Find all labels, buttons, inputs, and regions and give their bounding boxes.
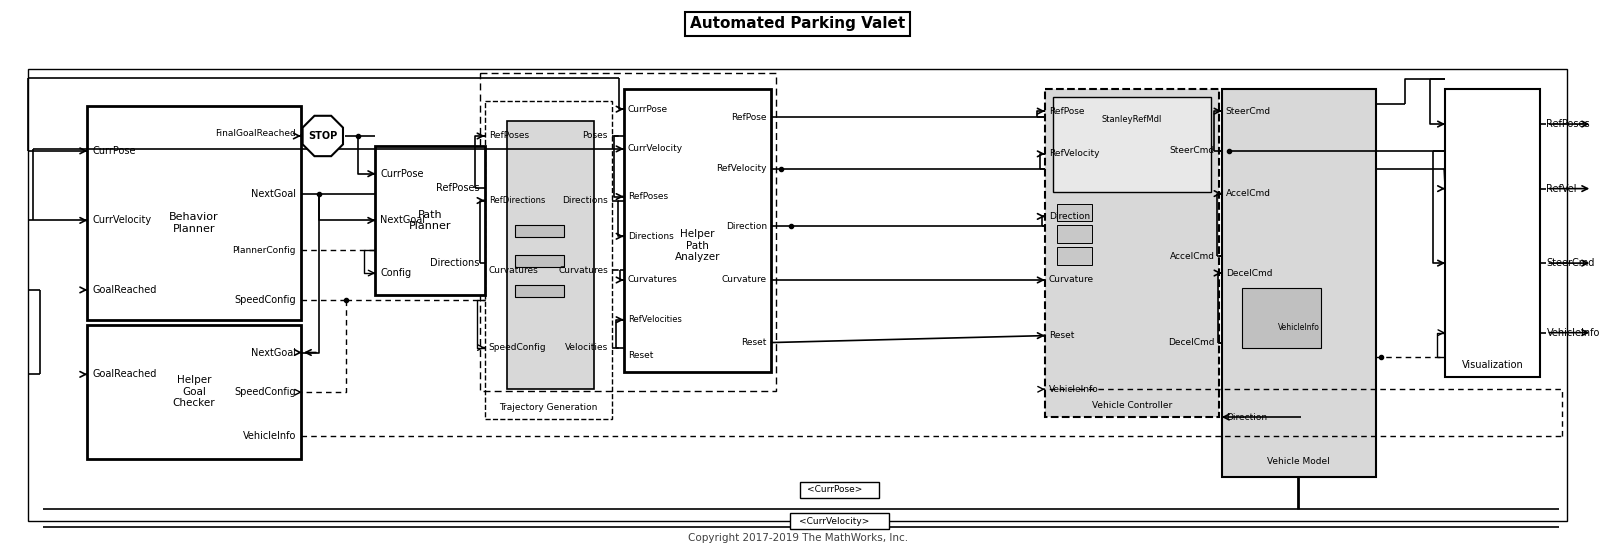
Bar — [485, 101, 612, 419]
Text: SpeedConfig: SpeedConfig — [235, 387, 296, 397]
Bar — [27, 69, 1567, 521]
Text: RefVelocity: RefVelocity — [1049, 150, 1099, 158]
Text: SteerCmd: SteerCmd — [1546, 258, 1594, 268]
Text: Vehicle Model: Vehicle Model — [1268, 457, 1331, 466]
Bar — [514, 255, 564, 267]
Text: RefPoses: RefPoses — [435, 182, 480, 193]
Text: Poses: Poses — [582, 132, 607, 141]
Text: CurrVelocity: CurrVelocity — [628, 145, 683, 153]
Text: Curvatures: Curvatures — [558, 266, 607, 275]
Text: RefVelocities: RefVelocities — [628, 315, 681, 324]
Text: VehicleInfo: VehicleInfo — [1278, 323, 1319, 332]
Text: Direction: Direction — [1049, 212, 1090, 221]
Text: GoalReached: GoalReached — [92, 285, 157, 295]
Text: Config: Config — [381, 268, 411, 278]
Bar — [376, 146, 485, 295]
Bar — [514, 225, 564, 237]
Text: STOP: STOP — [309, 131, 337, 141]
Text: Curvature: Curvature — [1049, 276, 1094, 285]
Text: StanleyRefMdl: StanleyRefMdl — [1102, 114, 1162, 123]
Bar — [624, 89, 771, 372]
Bar — [514, 285, 564, 297]
Text: SpeedConfig: SpeedConfig — [235, 295, 296, 305]
Text: SpeedConfig: SpeedConfig — [489, 343, 546, 352]
Text: Path
Planner: Path Planner — [408, 210, 452, 231]
Text: Curvatures: Curvatures — [489, 266, 538, 275]
Text: <CurrVelocity>: <CurrVelocity> — [799, 517, 869, 526]
Bar — [87, 106, 301, 320]
Bar — [87, 325, 301, 459]
Text: Curvatures: Curvatures — [628, 276, 678, 285]
Text: AccelCmd: AccelCmd — [1170, 252, 1215, 261]
Text: Behavior
Planner: Behavior Planner — [169, 212, 219, 234]
Text: RefDirections: RefDirections — [489, 196, 545, 205]
Text: RefVel: RefVel — [1546, 184, 1576, 194]
Text: VehicleInfo: VehicleInfo — [243, 431, 296, 441]
Bar — [1053, 97, 1210, 191]
Text: SteerCmd: SteerCmd — [1170, 146, 1215, 155]
Bar — [1057, 225, 1091, 243]
Text: AccelCmd: AccelCmd — [1226, 189, 1271, 198]
Text: Directions: Directions — [562, 196, 607, 205]
Bar — [800, 482, 879, 498]
Text: SteerCmd: SteerCmd — [1226, 107, 1271, 116]
Text: Directions: Directions — [431, 258, 480, 268]
Text: NextGoal: NextGoal — [381, 215, 426, 225]
Text: Trajectory Generation: Trajectory Generation — [500, 403, 598, 412]
Text: CurrPose: CurrPose — [92, 146, 137, 156]
Text: PlannerConfig: PlannerConfig — [233, 246, 296, 254]
Text: RefPose: RefPose — [1049, 107, 1085, 116]
Text: Velocities: Velocities — [564, 343, 607, 352]
Text: CurrPose: CurrPose — [628, 105, 669, 114]
Text: DecelCmd: DecelCmd — [1226, 268, 1273, 277]
Text: Curvature: Curvature — [722, 276, 767, 285]
Bar — [1045, 89, 1218, 417]
Text: Automated Parking Valet: Automated Parking Valet — [689, 16, 905, 31]
Text: Direction: Direction — [726, 222, 767, 231]
Bar — [1057, 204, 1091, 222]
Text: Copyright 2017-2019 The MathWorks, Inc.: Copyright 2017-2019 The MathWorks, Inc. — [688, 533, 908, 543]
Text: NextGoal: NextGoal — [251, 348, 296, 358]
Text: Visualization: Visualization — [1461, 360, 1523, 371]
Bar — [506, 121, 595, 389]
Text: RefPoses: RefPoses — [628, 192, 669, 201]
Text: <CurrPose>: <CurrPose> — [807, 485, 861, 494]
Text: VehicleInfo: VehicleInfo — [1049, 385, 1099, 394]
Polygon shape — [302, 116, 342, 156]
Text: Vehicle Controller: Vehicle Controller — [1091, 401, 1172, 410]
Bar — [789, 513, 889, 530]
Text: Automated Parking Valet: Automated Parking Valet — [689, 16, 905, 31]
Bar — [1057, 247, 1091, 265]
Text: Reset: Reset — [741, 338, 767, 347]
Text: Directions: Directions — [628, 232, 673, 241]
Bar — [1445, 89, 1540, 377]
Text: RefPoses: RefPoses — [489, 132, 529, 141]
Text: Direction: Direction — [1226, 412, 1266, 421]
Bar — [480, 74, 776, 391]
Text: CurrPose: CurrPose — [381, 169, 424, 179]
Text: CurrVelocity: CurrVelocity — [92, 215, 151, 225]
Text: FinalGoalReached: FinalGoalReached — [215, 129, 296, 138]
Text: RefVelocity: RefVelocity — [717, 164, 767, 173]
Text: NextGoal: NextGoal — [251, 189, 296, 199]
Text: VehicleInfo: VehicleInfo — [1546, 328, 1601, 338]
Text: Helper
Goal
Checker: Helper Goal Checker — [174, 375, 215, 408]
Bar — [1221, 89, 1376, 477]
Text: RefPose: RefPose — [731, 113, 767, 122]
Text: GoalReached: GoalReached — [92, 369, 157, 379]
Bar — [1242, 288, 1321, 348]
Text: DecelCmd: DecelCmd — [1168, 338, 1215, 347]
Text: Reset: Reset — [1049, 331, 1073, 340]
Text: RefPoses: RefPoses — [1546, 119, 1589, 129]
Text: Helper
Path
Analyzer: Helper Path Analyzer — [675, 229, 720, 262]
Text: Reset: Reset — [628, 351, 652, 360]
